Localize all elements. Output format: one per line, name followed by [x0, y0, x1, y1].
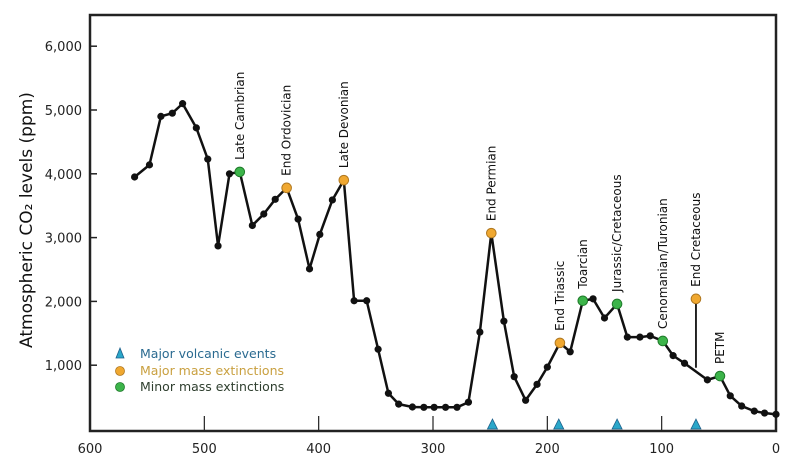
event-label: PETM [713, 332, 727, 365]
data-point [646, 332, 654, 340]
legend-triangle-icon [115, 346, 125, 359]
data-point [374, 345, 382, 353]
data-point [772, 410, 780, 418]
data-point [248, 221, 256, 230]
event-label: Late Cambrian [233, 72, 247, 160]
data-point [316, 230, 324, 239]
legend-orange-circle-icon [115, 366, 125, 376]
event-label: End Triassic [553, 261, 567, 331]
x-tick-label: 200 [535, 442, 560, 457]
data-point [441, 403, 450, 411]
data-point [543, 363, 551, 371]
data-point [750, 407, 758, 415]
minor-extinction-marker [611, 298, 623, 310]
data-point [179, 100, 187, 108]
minor-extinction-marker [234, 166, 246, 178]
volcanic-event-triangle [611, 418, 623, 430]
data-point [522, 396, 530, 404]
data-point [476, 328, 484, 336]
data-point [408, 403, 417, 411]
major-extinction-marker [486, 227, 497, 239]
data-point [145, 161, 154, 169]
y-tick-label: 5,000 [45, 104, 82, 119]
event-label: Cenomanian/Turonian [656, 198, 670, 329]
data-point [500, 317, 508, 325]
legend-label-volcanic: Major volcanic events [140, 346, 276, 361]
legend: Major volcanic events Major mass extinct… [115, 346, 284, 394]
data-point [305, 265, 314, 273]
legend-label-minor: Minor mass extinctions [140, 379, 284, 394]
volcanic-event-triangle [553, 418, 565, 430]
data-point [395, 400, 403, 408]
data-point [168, 109, 176, 117]
data-point [294, 215, 302, 223]
data-point [589, 295, 597, 303]
data-point [192, 124, 200, 132]
data-point [130, 173, 139, 181]
event-label: Late Devonian [337, 81, 351, 168]
event-label: Jurassic/Cretaceous [610, 174, 624, 293]
x-tick-label: 500 [192, 442, 217, 457]
data-point [669, 352, 677, 360]
x-tick-label: 400 [306, 442, 331, 457]
data-point [214, 242, 222, 250]
data-point [726, 392, 734, 400]
y-tick-label: 6,000 [45, 40, 82, 55]
data-point [430, 403, 438, 411]
data-point [464, 398, 473, 406]
data-point [623, 333, 631, 341]
x-tick-label: 100 [649, 442, 674, 457]
data-point [260, 210, 268, 218]
major-extinction-marker [554, 337, 566, 349]
data-point [384, 389, 393, 397]
volcanic-event-triangle [690, 418, 702, 430]
minor-extinction-marker [657, 335, 669, 347]
legend-label-major: Major mass extinctions [140, 363, 284, 378]
data-point [453, 403, 461, 411]
data-point [420, 403, 428, 411]
data-point [533, 380, 541, 388]
data-point [350, 297, 358, 305]
volcanic-event-triangle [486, 418, 499, 430]
y-tick-label: 3,000 [45, 232, 82, 247]
y-axis-label: Atmospheric CO₂ levels (ppm) [17, 92, 37, 348]
data-point [271, 195, 279, 203]
x-tick-label: 300 [421, 442, 446, 457]
major-extinction-marker [281, 182, 292, 194]
data-point [600, 314, 609, 322]
data-point [738, 402, 746, 410]
major-extinction-marker [338, 174, 350, 186]
event-label: End Permian [484, 146, 498, 222]
x-tick-label: 0 [772, 442, 780, 457]
data-point [363, 297, 371, 305]
event-label: Toarcian [576, 239, 590, 290]
y-tick-label: 1,000 [45, 359, 82, 374]
event-label: End Ordovician [280, 85, 294, 176]
minor-extinction-marker [714, 370, 726, 382]
major-extinction-marker [690, 293, 702, 305]
legend-green-circle-icon [115, 382, 125, 392]
data-point [510, 373, 518, 381]
data-point [328, 196, 336, 204]
y-tick-label: 4,000 [45, 168, 82, 183]
data-point [703, 376, 712, 384]
x-tick-label: 600 [78, 442, 103, 457]
minor-extinction-marker [577, 295, 589, 307]
data-point [157, 112, 165, 120]
data-point [636, 333, 644, 341]
data-point [680, 359, 689, 367]
event-label: End Cretaceous [689, 193, 703, 287]
data-point [204, 155, 212, 163]
data-point [225, 170, 234, 178]
y-tick-label: 2,000 [45, 295, 82, 310]
data-point [760, 409, 769, 417]
data-point [566, 348, 574, 356]
